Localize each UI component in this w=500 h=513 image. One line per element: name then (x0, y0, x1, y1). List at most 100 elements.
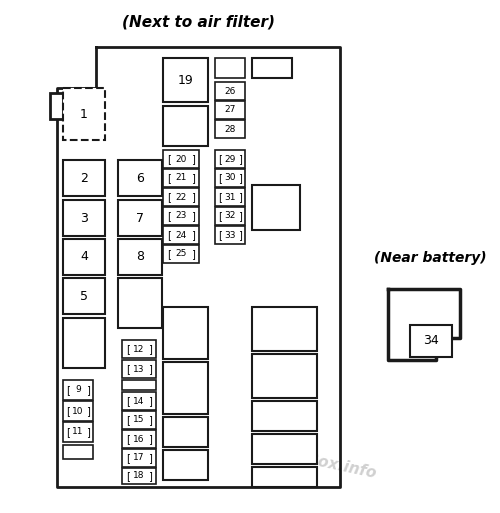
Text: 1: 1 (80, 108, 88, 121)
Text: ]: ] (238, 230, 242, 240)
Bar (163, 307, 208, 359)
Bar (63, 401, 93, 421)
Bar (163, 450, 208, 480)
Text: [: [ (218, 192, 222, 202)
Text: [: [ (66, 385, 70, 395)
Text: 33: 33 (224, 230, 236, 240)
Bar (215, 82, 245, 100)
Text: 9: 9 (75, 385, 81, 394)
Text: [: [ (218, 173, 222, 183)
Bar (122, 392, 156, 410)
Text: 32: 32 (224, 211, 235, 221)
Text: 26: 26 (224, 87, 235, 95)
Bar (122, 449, 156, 467)
Text: [: [ (218, 230, 222, 240)
Bar (122, 340, 156, 358)
Bar (163, 188, 199, 206)
Bar (122, 411, 156, 429)
Text: ]: ] (148, 415, 152, 425)
Text: [: [ (168, 249, 172, 259)
Text: [: [ (218, 211, 222, 221)
Bar (122, 430, 156, 448)
Text: [: [ (126, 453, 130, 463)
Bar (215, 207, 245, 225)
Bar (410, 325, 452, 357)
Text: [: [ (66, 427, 70, 437)
Text: ]: ] (86, 385, 89, 395)
Text: 28: 28 (224, 125, 235, 133)
Bar (63, 88, 105, 140)
Bar (122, 360, 156, 378)
Text: ]: ] (148, 453, 152, 463)
Text: 4: 4 (80, 250, 88, 264)
Bar (252, 185, 300, 230)
Bar (252, 401, 317, 431)
Text: 7: 7 (136, 211, 144, 225)
Bar (122, 468, 156, 484)
Text: ]: ] (238, 173, 242, 183)
Text: 19: 19 (178, 73, 194, 87)
Bar (215, 188, 245, 206)
Text: ]: ] (238, 211, 242, 221)
Bar (252, 307, 317, 351)
Text: 22: 22 (176, 192, 186, 202)
Bar (215, 226, 245, 244)
Bar (215, 150, 245, 168)
Text: 27: 27 (224, 106, 235, 114)
Bar (163, 150, 199, 168)
Bar (163, 362, 208, 414)
Bar (118, 200, 162, 236)
Text: ]: ] (190, 211, 194, 221)
Bar (252, 354, 317, 398)
Text: [: [ (126, 364, 130, 374)
Text: 29: 29 (224, 154, 235, 164)
Text: Fuse-Box.info: Fuse-Box.info (262, 443, 378, 482)
Text: 14: 14 (134, 397, 144, 405)
Bar (63, 278, 105, 314)
Text: 20: 20 (176, 154, 186, 164)
Bar (118, 278, 162, 328)
Text: 23: 23 (176, 211, 186, 221)
Bar (122, 380, 156, 390)
Text: ]: ] (190, 192, 194, 202)
Bar (63, 422, 93, 442)
Text: ]: ] (190, 173, 194, 183)
Bar (63, 239, 105, 275)
Text: ]: ] (148, 396, 152, 406)
Text: 30: 30 (224, 173, 236, 183)
Bar (215, 101, 245, 119)
Text: 15: 15 (133, 416, 145, 424)
Bar (63, 318, 105, 368)
Text: ]: ] (148, 364, 152, 374)
Text: 18: 18 (133, 471, 145, 481)
Text: 6: 6 (136, 171, 144, 185)
Text: [: [ (168, 192, 172, 202)
Bar (50, 93, 63, 119)
Text: 10: 10 (72, 406, 84, 416)
Bar (118, 239, 162, 275)
Bar (63, 160, 105, 196)
Text: [: [ (126, 434, 130, 444)
Text: 25: 25 (176, 249, 186, 259)
Text: (Next to air filter): (Next to air filter) (122, 14, 275, 30)
Text: ]: ] (238, 154, 242, 164)
Bar (252, 58, 292, 78)
Text: 34: 34 (423, 334, 439, 347)
Text: [: [ (218, 154, 222, 164)
Text: (Near battery): (Near battery) (374, 251, 486, 265)
Text: ]: ] (190, 230, 194, 240)
Text: [: [ (168, 211, 172, 221)
Text: 11: 11 (72, 427, 84, 437)
Bar (215, 58, 245, 78)
Text: 8: 8 (136, 250, 144, 264)
Text: ]: ] (190, 154, 194, 164)
Bar (252, 467, 317, 487)
Text: ]: ] (238, 192, 242, 202)
Text: 17: 17 (133, 453, 145, 463)
Text: ]: ] (148, 344, 152, 354)
Bar (215, 169, 245, 187)
Text: [: [ (126, 344, 130, 354)
Bar (163, 58, 208, 102)
Text: [: [ (126, 471, 130, 481)
Bar (63, 200, 105, 236)
